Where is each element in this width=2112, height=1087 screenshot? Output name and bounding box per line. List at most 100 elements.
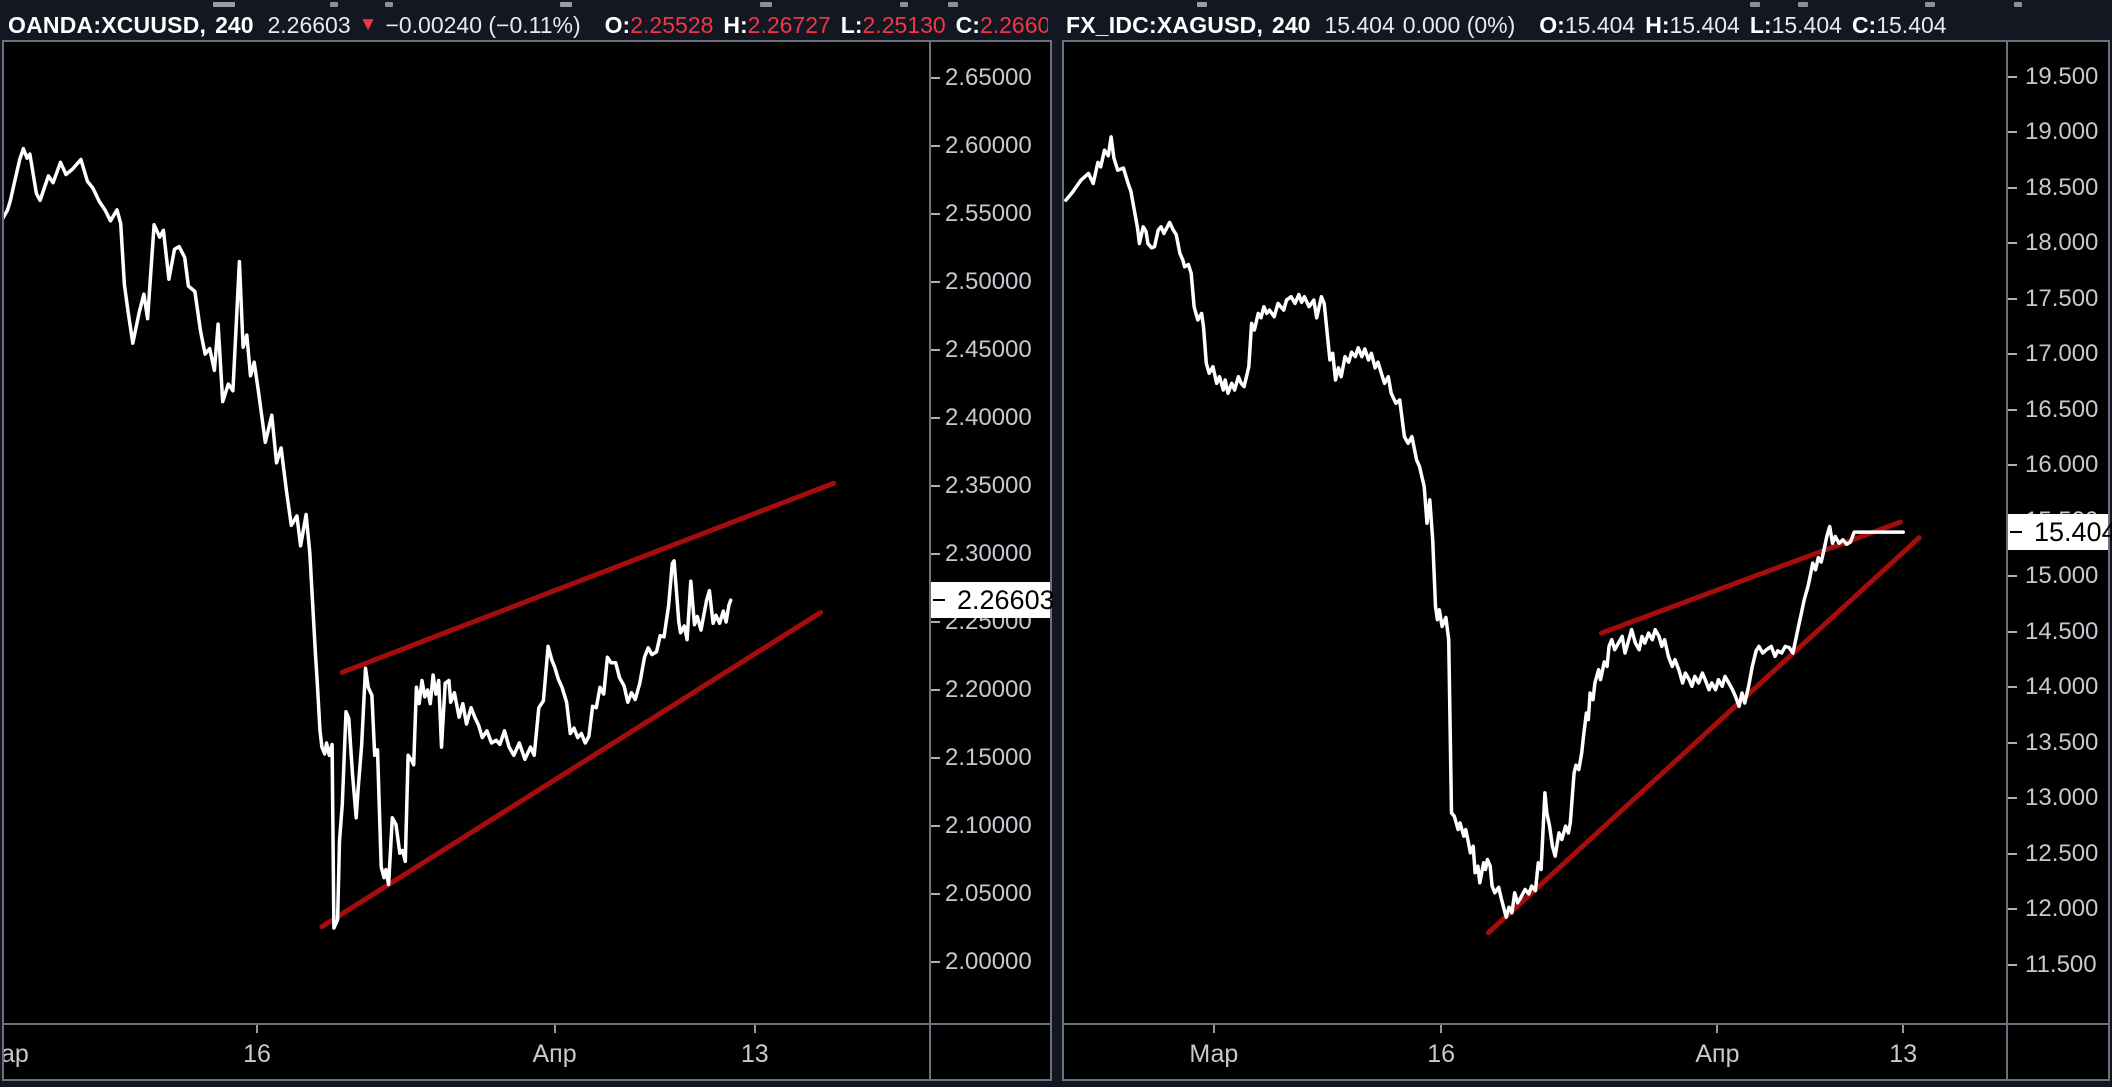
price-scale-label[interactable]: 2.40000 bbox=[945, 403, 1032, 431]
left-pane-top-border bbox=[2, 40, 1052, 42]
time-scale-tick bbox=[1212, 1025, 1215, 1033]
right-low-value: 15.404 bbox=[1771, 11, 1842, 38]
time-scale-label[interactable]: Апр bbox=[532, 1040, 577, 1068]
price-scale-label[interactable]: 2.55000 bbox=[945, 199, 1032, 227]
left-price-line bbox=[3, 146, 733, 930]
price-scale-label[interactable]: 2.30000 bbox=[945, 539, 1032, 567]
price-scale-label[interactable]: 2.50000 bbox=[945, 267, 1032, 295]
time-scale-label[interactable]: Мар bbox=[1189, 1040, 1239, 1068]
lower-wedge-line[interactable] bbox=[1485, 535, 1922, 936]
time-scale-label[interactable]: 13 bbox=[740, 1040, 769, 1068]
price-scale-label[interactable]: 14.500 bbox=[2025, 617, 2099, 645]
right-close-value: 15.404 bbox=[1876, 11, 1947, 38]
price-scale-label[interactable]: 16.000 bbox=[2025, 451, 2099, 479]
price-scale-label[interactable]: 2.05000 bbox=[945, 879, 1032, 907]
price-scale-label[interactable]: 19.500 bbox=[2025, 62, 2099, 90]
price-scale-label[interactable]: 18.000 bbox=[2025, 229, 2099, 257]
time-scale-tick bbox=[255, 1025, 258, 1033]
price-scale-label[interactable]: 17.500 bbox=[2025, 284, 2099, 312]
tag-tick bbox=[933, 599, 945, 602]
price-scale-tick bbox=[2008, 741, 2017, 744]
right-last-price: 15.404 bbox=[1324, 11, 1395, 38]
left-last-price: 2.26603 bbox=[267, 11, 351, 38]
price-scale-label[interactable]: 2.10000 bbox=[945, 811, 1032, 839]
left-close-value: 2.26603 bbox=[979, 11, 1048, 38]
price-scale-tick bbox=[2008, 852, 2017, 855]
left-symbol-legend[interactable]: OANDA:XCUUSD, 240 2.26603 ▼ −0.00240 (−0… bbox=[8, 11, 1048, 39]
right-price-chart[interactable] bbox=[1063, 41, 2006, 1024]
lower-channel-line[interactable] bbox=[319, 609, 824, 930]
left-price-chart[interactable] bbox=[3, 41, 930, 1024]
right-symbol-name[interactable]: FX_IDC:XAGUSD, bbox=[1066, 11, 1264, 38]
price-scale-tick bbox=[931, 688, 940, 691]
price-scale-label[interactable]: 12.000 bbox=[2025, 895, 2099, 923]
price-scale-label[interactable]: 17.000 bbox=[2025, 340, 2099, 368]
price-scale-label[interactable]: 2.00000 bbox=[945, 947, 1032, 975]
toolbar-remnant-glyph bbox=[900, 2, 908, 7]
toolbar-remnant-glyph bbox=[1750, 2, 1760, 7]
right-symbol-interval[interactable]: 240 bbox=[1272, 11, 1311, 38]
right-low-label: L: bbox=[1749, 11, 1772, 38]
upper-wedge-line[interactable] bbox=[1598, 519, 1903, 636]
right-time-axis-divider bbox=[1062, 1023, 2110, 1025]
tag-tick bbox=[2010, 530, 2022, 533]
price-scale-label[interactable]: 2.20000 bbox=[945, 675, 1032, 703]
time-scale-label[interactable]: 13 bbox=[1889, 1040, 1918, 1068]
time-scale-label[interactable]: 16 bbox=[243, 1040, 271, 1068]
left-low-label: L: bbox=[840, 11, 863, 38]
right-close-label: C: bbox=[1851, 11, 1877, 38]
price-scale-tick bbox=[2008, 186, 2017, 189]
price-scale-tick bbox=[931, 484, 940, 487]
price-scale-tick bbox=[931, 144, 940, 147]
left-symbol-interval[interactable]: 240 bbox=[215, 11, 254, 38]
time-scale-tick bbox=[1440, 1025, 1443, 1033]
price-scale-tick bbox=[931, 892, 940, 895]
right-last-price-tag: 15.404 bbox=[2008, 513, 2112, 550]
price-scale-label[interactable]: 19.000 bbox=[2025, 118, 2099, 146]
price-scale-tick bbox=[2008, 297, 2017, 300]
right-chart-pane[interactable] bbox=[1062, 40, 2110, 1079]
price-scale-label[interactable]: 18.500 bbox=[2025, 173, 2099, 201]
toolbar-remnant-glyph bbox=[560, 2, 572, 7]
left-time-axis-divider bbox=[2, 1023, 1052, 1025]
price-scale-tick bbox=[2008, 242, 2017, 245]
right-symbol-legend[interactable]: FX_IDC:XAGUSD, 240 15.404 0.000 (0%) O: … bbox=[1066, 11, 2106, 39]
time-scale-label[interactable]: ар bbox=[1, 1040, 29, 1068]
right-pane-axis-divider bbox=[2006, 40, 2008, 1081]
price-scale-tick bbox=[2008, 630, 2017, 633]
right-pane-right-border bbox=[2108, 40, 2110, 1081]
left-last-price-tag: 2.26603 bbox=[931, 582, 1055, 619]
price-scale-label[interactable]: 12.500 bbox=[2025, 839, 2099, 867]
left-chart-pane[interactable] bbox=[2, 40, 1052, 1079]
toolbar-remnant-strip bbox=[0, 0, 2112, 10]
price-scale-label[interactable]: 15.000 bbox=[2025, 562, 2099, 590]
price-scale-tick bbox=[931, 620, 940, 623]
left-symbol-name[interactable]: OANDA:XCUUSD, bbox=[8, 11, 207, 38]
price-scale-tick bbox=[931, 960, 940, 963]
time-scale-tick bbox=[1902, 1025, 1905, 1033]
price-scale-label[interactable]: 2.35000 bbox=[945, 471, 1032, 499]
price-scale-label[interactable]: 14.000 bbox=[2025, 673, 2099, 701]
price-scale-label[interactable]: 13.500 bbox=[2025, 728, 2099, 756]
toolbar-remnant-glyph bbox=[948, 2, 958, 7]
time-scale-label[interactable]: 16 bbox=[1427, 1040, 1456, 1068]
price-scale-label[interactable]: 2.45000 bbox=[945, 335, 1032, 363]
right-price-change: 0.000 (0%) bbox=[1402, 11, 1516, 38]
price-scale-label[interactable]: 16.500 bbox=[2025, 395, 2099, 423]
price-scale-tick bbox=[931, 280, 940, 283]
price-scale-label[interactable]: 2.15000 bbox=[945, 743, 1032, 771]
price-scale-label[interactable]: 2.65000 bbox=[945, 63, 1032, 91]
price-scale-label[interactable]: 11.500 bbox=[2025, 950, 2097, 978]
price-scale-tick bbox=[2008, 575, 2017, 578]
toolbar-remnant-glyph bbox=[330, 2, 338, 7]
time-scale-tick bbox=[553, 1025, 556, 1033]
time-scale-label[interactable]: Апр bbox=[1695, 1040, 1740, 1068]
price-scale-tick bbox=[931, 212, 940, 215]
upper-channel-line[interactable] bbox=[339, 480, 837, 675]
left-pane-right-border bbox=[1050, 40, 1052, 1081]
price-scale-label[interactable]: 13.000 bbox=[2025, 784, 2099, 812]
left-pane-bottom-border bbox=[2, 1079, 1052, 1081]
left-pane-left-border bbox=[2, 40, 4, 1081]
price-scale-label[interactable]: 2.60000 bbox=[945, 131, 1032, 159]
